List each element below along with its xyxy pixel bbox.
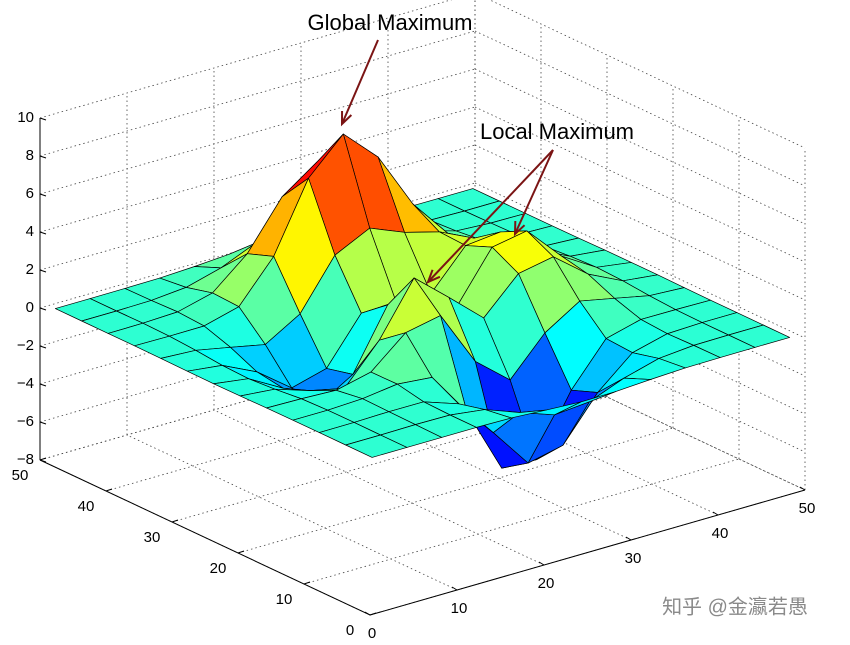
grid-line bbox=[171, 396, 608, 523]
z-tick-label: 6 bbox=[26, 185, 34, 202]
z-tick-label: −6 bbox=[17, 413, 34, 430]
tick-mark bbox=[237, 550, 245, 554]
z-tick-label: 0 bbox=[26, 299, 34, 316]
x-tick-label: 20 bbox=[538, 575, 555, 592]
z-tick-label: 2 bbox=[26, 261, 34, 278]
y-tick-label: 20 bbox=[210, 560, 227, 577]
tick-mark bbox=[538, 561, 545, 566]
x-tick-label: 0 bbox=[368, 625, 376, 642]
arrow bbox=[514, 149, 554, 235]
tick-mark bbox=[303, 581, 311, 585]
y-tick-label: 50 bbox=[12, 467, 29, 484]
tick-mark bbox=[39, 117, 47, 121]
grid-line bbox=[39, 68, 476, 195]
grid-line bbox=[39, 144, 476, 271]
z-tick-label: 4 bbox=[26, 223, 34, 240]
z-tick-label: −8 bbox=[17, 451, 34, 468]
tick-mark bbox=[39, 457, 47, 461]
tick-mark bbox=[39, 193, 47, 197]
tick-mark bbox=[799, 486, 806, 491]
tick-mark bbox=[364, 611, 371, 616]
tick-mark bbox=[39, 307, 47, 311]
arrow bbox=[427, 149, 554, 283]
tick-mark bbox=[625, 536, 632, 541]
grid-line bbox=[39, 106, 476, 233]
y-tick-label: 10 bbox=[276, 591, 293, 608]
grid-line bbox=[237, 427, 674, 554]
tick-mark bbox=[39, 231, 47, 235]
tick-mark bbox=[39, 383, 47, 387]
x-tick-label: 30 bbox=[625, 550, 642, 567]
tick-mark bbox=[39, 345, 47, 349]
annotations: Global Maximum Local Maximum 知乎 @金瀛若愚 bbox=[307, 10, 807, 618]
axes: −8 −6 −4 −2 0 2 4 6 8 10 0 10 20 30 40 50 0 10 20 30 40 50 bbox=[12, 109, 816, 642]
z-tick-label: −2 bbox=[17, 337, 34, 354]
x-tick-label: 40 bbox=[712, 525, 729, 542]
surface-patch bbox=[345, 434, 408, 458]
tick-mark bbox=[712, 511, 719, 516]
x-tick-label: 10 bbox=[451, 600, 468, 617]
z-tick-label: −4 bbox=[17, 375, 34, 392]
tick-mark bbox=[39, 269, 47, 273]
tick-mark bbox=[451, 586, 458, 591]
y-tick-label: 40 bbox=[78, 498, 95, 515]
x-tick-label: 50 bbox=[799, 500, 816, 517]
y-tick-label: 0 bbox=[346, 622, 354, 639]
tick-mark bbox=[171, 519, 179, 523]
z-tick-label: 10 bbox=[17, 109, 34, 126]
z-tick-label: 8 bbox=[26, 147, 34, 164]
tick-mark bbox=[369, 612, 377, 616]
watermark: 知乎 @金瀛若愚 bbox=[662, 595, 808, 618]
tick-mark bbox=[39, 459, 47, 463]
arrow bbox=[341, 39, 379, 125]
annotation: Global Maximum bbox=[307, 10, 472, 35]
arrow-head bbox=[426, 269, 441, 284]
tick-mark bbox=[39, 421, 47, 425]
y-tick-label: 30 bbox=[144, 529, 161, 546]
annotation: Local Maximum bbox=[480, 119, 634, 144]
grid-line bbox=[39, 0, 453, 119]
arrow-head bbox=[340, 110, 353, 127]
grid-line bbox=[303, 458, 740, 585]
grid-line bbox=[39, 30, 476, 157]
tick-mark bbox=[39, 155, 47, 159]
surface bbox=[54, 133, 791, 469]
tick-mark bbox=[105, 488, 113, 492]
arrow-head bbox=[513, 220, 526, 237]
